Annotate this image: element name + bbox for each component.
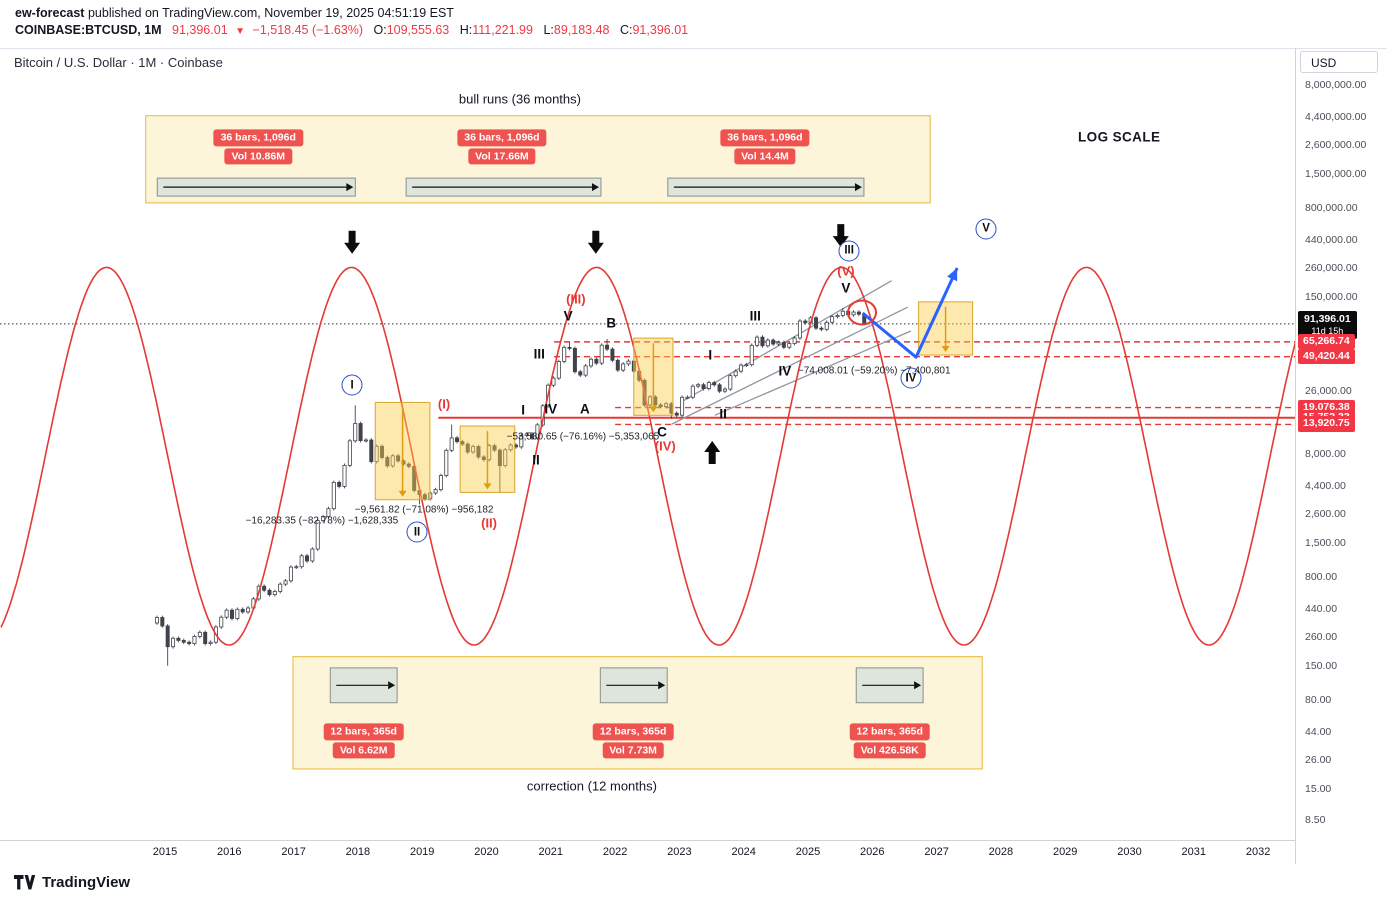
price-tick: 26,000.00 bbox=[1305, 385, 1352, 398]
cycle-up-arrow-icon bbox=[704, 441, 721, 465]
year-label: 2032 bbox=[1245, 846, 1271, 858]
header-divider bbox=[0, 48, 1387, 49]
range-arrow-icon bbox=[591, 183, 599, 192]
price-tick: 440,000.00 bbox=[1305, 233, 1358, 246]
price-tick: 800,000.00 bbox=[1305, 202, 1358, 214]
price-level-badge: 49,420.44 bbox=[1298, 348, 1355, 364]
range-arrow-icon bbox=[658, 681, 666, 690]
range-arrow-icon bbox=[346, 183, 354, 192]
year-label: 2019 bbox=[409, 846, 435, 858]
year-label: 2031 bbox=[1181, 846, 1207, 858]
year-label: 2018 bbox=[345, 846, 371, 858]
open-label: O: bbox=[373, 23, 387, 37]
price-tick: 440.00 bbox=[1305, 602, 1338, 615]
cycle-down-arrow-icon bbox=[587, 230, 604, 254]
page-footer: TradingView bbox=[0, 864, 1387, 902]
projection-arrowhead-icon bbox=[947, 268, 958, 282]
price-tick: 260.00 bbox=[1305, 631, 1338, 644]
price-tick: 8,000.00 bbox=[1305, 448, 1346, 460]
close-label: C: bbox=[619, 23, 633, 37]
year-label: 2026 bbox=[860, 846, 885, 858]
price-tick: 800.00 bbox=[1305, 571, 1338, 583]
publish-byline: ew-forecast published on TradingView.com… bbox=[15, 6, 454, 20]
range-down-arrow-icon bbox=[649, 406, 658, 413]
chart-canvas[interactable] bbox=[0, 48, 1295, 840]
cycle-down-arrow-icon bbox=[344, 230, 361, 254]
high-label: H: bbox=[459, 23, 473, 37]
currency-axis-label: USD bbox=[1300, 51, 1378, 73]
low-value: 89,183.48 bbox=[553, 23, 610, 37]
price-axis[interactable]: USD 8,000,000.00 4,400,000.00 2,600,000.00… bbox=[1295, 48, 1387, 864]
range-down-arrow-icon bbox=[398, 490, 407, 497]
candlestick-series bbox=[154, 307, 867, 666]
price-level-badge: 65,266.74 bbox=[1298, 333, 1355, 349]
year-label: 2021 bbox=[538, 846, 564, 858]
symbol-name: COINBASE:BTCUSD, 1M bbox=[15, 23, 162, 37]
tradingview-logo[interactable]: TradingView bbox=[14, 874, 130, 891]
year-label: 2029 bbox=[1052, 846, 1078, 858]
price-tick: 4,400,000.00 bbox=[1305, 110, 1367, 123]
chart-legend-title: Bitcoin / U.S. Dollar · 1M · Coinbase bbox=[14, 55, 223, 70]
price-level-badge: 13,920.75 bbox=[1298, 416, 1355, 432]
last-price: 91,396.01 bbox=[172, 23, 228, 37]
time-axis[interactable]: 2015 2016 2017 2018 2019 2020 2021 2022 2023 2024… bbox=[0, 840, 1295, 865]
price-tick: 26.00 bbox=[1305, 754, 1332, 767]
tradingview-logo-icon bbox=[14, 875, 36, 890]
price-tick: 150,000.00 bbox=[1305, 291, 1358, 304]
price-tick: 1,500.00 bbox=[1305, 537, 1346, 550]
price-tick: 44.00 bbox=[1305, 725, 1332, 738]
year-label: 2016 bbox=[217, 846, 242, 858]
range-down-arrow-icon bbox=[941, 346, 950, 353]
highlight-circle bbox=[847, 299, 878, 326]
cycle-sine-wave bbox=[0, 266, 1295, 646]
year-label: 2015 bbox=[152, 846, 178, 858]
range-down-arrow-icon bbox=[483, 483, 492, 490]
year-label: 2028 bbox=[988, 846, 1014, 858]
cycle-down-arrow-icon bbox=[832, 224, 849, 248]
year-label: 2023 bbox=[667, 846, 692, 858]
year-label: 2025 bbox=[795, 846, 821, 858]
low-label: L: bbox=[543, 23, 554, 37]
price-change: −1,518.45 (−1.63%) bbox=[252, 23, 364, 37]
open-value: 109,555.63 bbox=[386, 23, 450, 37]
price-tick: 1,500,000.00 bbox=[1305, 168, 1367, 181]
year-label: 2024 bbox=[731, 846, 756, 858]
year-label: 2027 bbox=[924, 846, 949, 858]
byline-rest: published on TradingView.com, November 1… bbox=[84, 6, 454, 20]
price-tick: 80.00 bbox=[1305, 694, 1332, 706]
year-label: 2030 bbox=[1117, 846, 1142, 858]
chart-pane[interactable]: 36 bars, 1,096d Vol 10.86M 36 bars, 1,096d… bbox=[0, 48, 1295, 840]
projection-path bbox=[861, 267, 959, 359]
range-arrow-icon bbox=[854, 183, 862, 192]
close-value: 91,396.01 bbox=[632, 23, 689, 37]
year-label: 2020 bbox=[474, 846, 499, 858]
quote-bar: COINBASE:BTCUSD, 1M 91,396.01 ▼ −1,518.4… bbox=[15, 23, 688, 37]
price-tick: 15.00 bbox=[1305, 783, 1332, 796]
direction-arrow-icon: ▼ bbox=[235, 26, 246, 37]
range-arrow-icon bbox=[914, 681, 922, 690]
range-arrow-icon bbox=[388, 681, 396, 690]
price-tick: 260,000.00 bbox=[1305, 262, 1358, 275]
year-label: 2022 bbox=[602, 846, 628, 858]
price-tick: 8,000,000.00 bbox=[1305, 79, 1367, 91]
trend-channel-line bbox=[714, 330, 912, 416]
price-tick: 2,600,000.00 bbox=[1305, 139, 1367, 152]
price-tick: 2,600.00 bbox=[1305, 508, 1346, 521]
year-label: 2017 bbox=[281, 846, 306, 858]
author-name: ew-forecast bbox=[15, 6, 85, 20]
trend-channel-line bbox=[671, 306, 908, 425]
price-tick: 4,400.00 bbox=[1305, 479, 1346, 492]
tradingview-wordmark: TradingView bbox=[42, 874, 131, 891]
price-tick: 150.00 bbox=[1305, 660, 1338, 673]
price-tick: 8.50 bbox=[1305, 813, 1326, 826]
high-value: 111,221.99 bbox=[472, 23, 533, 37]
